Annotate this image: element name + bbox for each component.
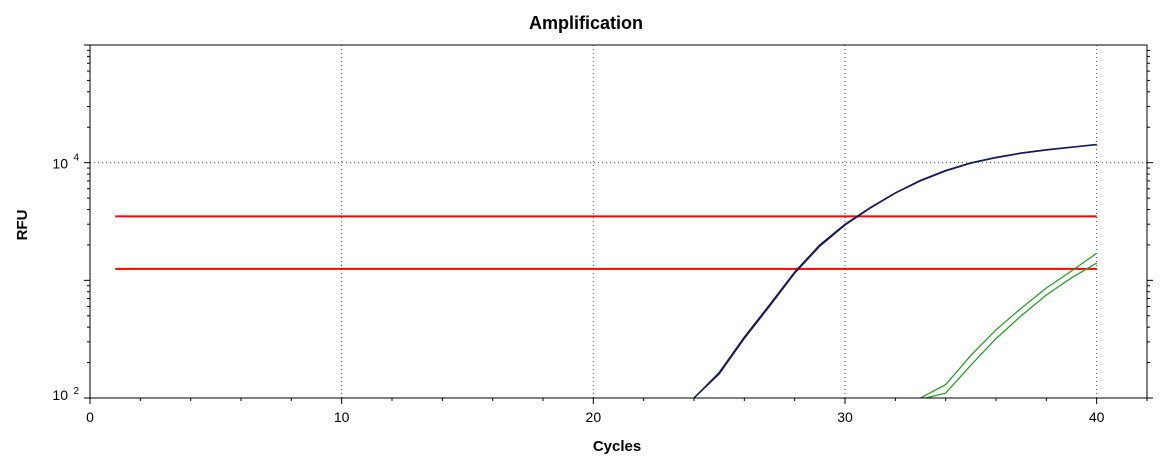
x-tick-label: 30 <box>837 409 853 425</box>
x-tick-label: 40 <box>1089 409 1105 425</box>
series-line-navy <box>693 144 1097 398</box>
plot-area <box>115 143 1098 398</box>
y-tick-label: 10 <box>52 387 68 403</box>
x-tick-label: 20 <box>586 409 602 425</box>
grid <box>90 45 1147 398</box>
chart-title: Amplification <box>529 13 643 33</box>
y-tick-label: 10 <box>52 156 68 172</box>
x-axis-label: Cycles <box>593 438 641 455</box>
series-line-navy <box>693 143 1097 398</box>
series-line-green <box>920 252 1098 398</box>
y-axis-label: RFU <box>14 210 31 241</box>
x-tick-label: 10 <box>334 409 350 425</box>
x-tick-label: 0 <box>86 409 94 425</box>
plot-frame <box>89 44 1148 399</box>
series-line-green <box>925 262 1098 398</box>
axes: 0 10 20 30 40 10 2 10 4 <box>52 44 1153 425</box>
y-tick-exponent: 2 <box>73 386 79 397</box>
y-tick-exponent: 4 <box>73 153 79 164</box>
